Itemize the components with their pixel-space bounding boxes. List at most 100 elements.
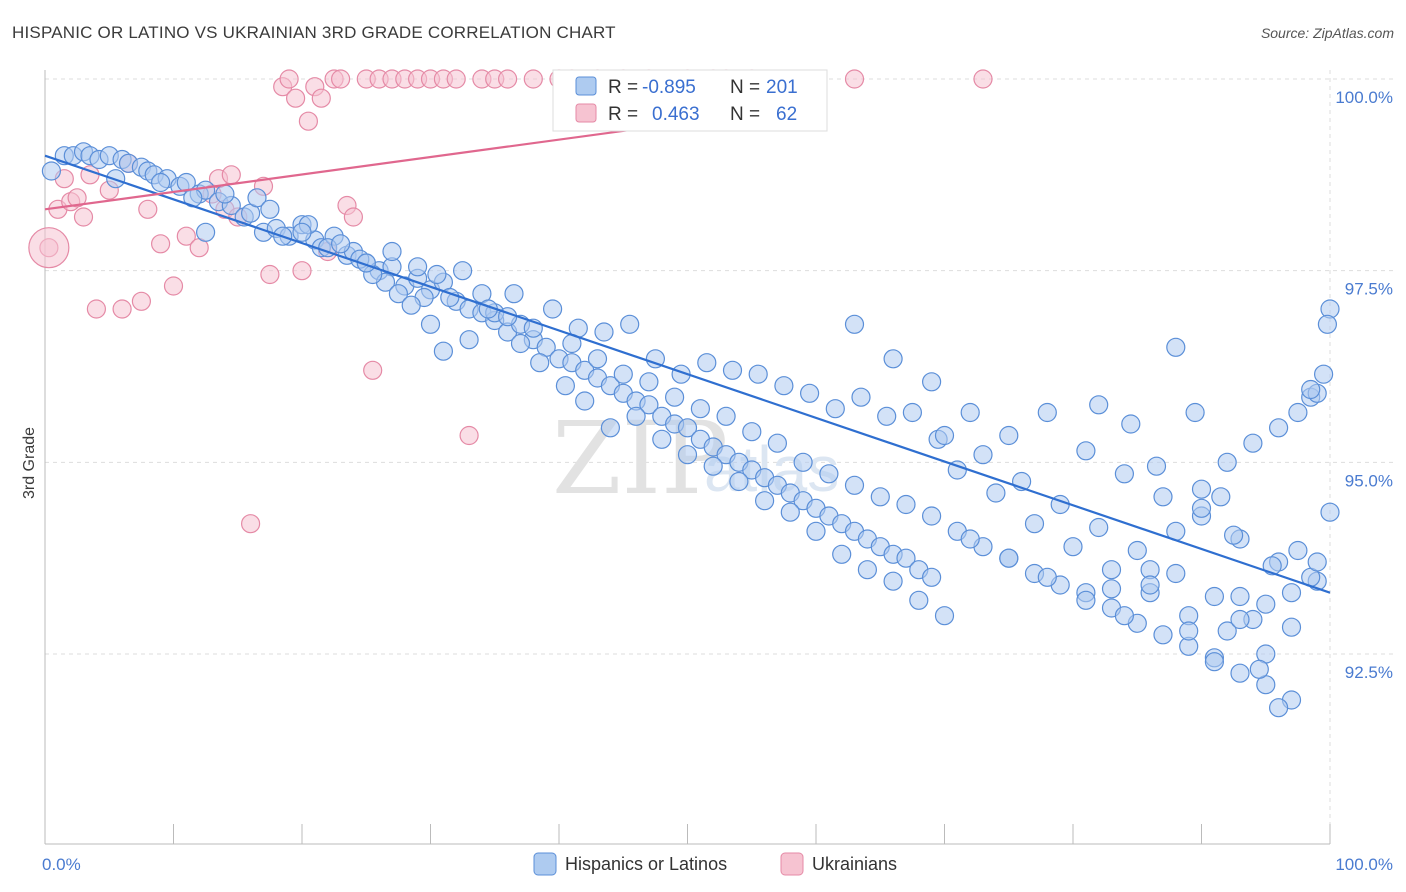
hispanics-point: [1185, 402, 1205, 423]
hispanics-point: [1146, 456, 1167, 476]
ukrainians-point: [163, 276, 184, 296]
hispanics-trend-line: [44, 154, 1331, 594]
hispanics-point: [973, 445, 993, 465]
y-tick-label: 100.0%: [1335, 88, 1393, 107]
ukrainians-point: [298, 111, 318, 131]
hispanics-point: [799, 383, 820, 403]
hispanics-point: [1063, 537, 1083, 557]
hispanics-point: [1024, 514, 1045, 534]
y-tick-labels: 100.0% 97.5% 95.0% 92.5%: [1335, 88, 1393, 682]
ukrainians-point: [973, 69, 993, 89]
hispanics-point: [1076, 590, 1096, 610]
hispanics-point: [877, 406, 897, 426]
hispanics-points: [41, 142, 1340, 718]
ukrainians-point-large: [28, 227, 70, 269]
legend-box: [552, 69, 828, 132]
x-tick-label-min: 0.0%: [42, 855, 81, 874]
hispanics-point: [1217, 621, 1237, 641]
hispanics-point: [331, 234, 351, 254]
hispanics-point: [902, 402, 923, 423]
legend-n-value-1: 201: [766, 77, 798, 98]
hispanics-point: [716, 406, 736, 426]
hispanics-point: [1140, 575, 1160, 595]
hispanics-point: [420, 314, 441, 334]
hispanics-point: [767, 433, 788, 453]
ukrainians-point: [176, 226, 196, 246]
hispanics-point: [639, 372, 659, 392]
hispanics-point: [382, 241, 402, 262]
hispanics-point: [510, 333, 531, 354]
hispanics-point: [388, 284, 408, 304]
chart-title: HISPANIC OR LATINO VS UKRAINIAN 3RD GRAD…: [12, 23, 616, 42]
trend-lines: [44, 112, 1331, 594]
legend-r-value-1: -0.895: [642, 77, 696, 98]
hispanics-point: [722, 360, 743, 380]
hispanics-point: [870, 487, 890, 507]
hispanics-point: [1076, 441, 1096, 461]
hispanics-point: [196, 222, 216, 242]
hispanics-point: [1037, 567, 1057, 587]
hispanics-point: [1249, 659, 1269, 679]
y-tick-label: 97.5%: [1345, 280, 1393, 299]
hispanics-point: [748, 364, 768, 384]
hispanics-point: [729, 471, 749, 492]
ukrainians-point: [331, 69, 351, 89]
hispanics-point: [677, 445, 698, 465]
ukrainians-point: [286, 88, 306, 108]
hispanics-point: [896, 548, 916, 568]
legend-r-label-1: R =: [608, 77, 638, 98]
hispanics-point: [1037, 402, 1057, 423]
hispanics-point: [1301, 379, 1321, 400]
series-legend-label-hispanics: Hispanics or Latinos: [565, 854, 727, 874]
hispanics-point: [934, 606, 955, 626]
ukrainians-point: [459, 425, 479, 446]
hispanics-point: [1243, 433, 1263, 453]
ukrainians-point: [260, 264, 280, 285]
hispanics-point: [934, 425, 955, 446]
hispanics-point: [1101, 579, 1122, 599]
ukrainians-point: [86, 299, 107, 319]
series-legend-swatch-hispanics: [533, 852, 557, 876]
hispanics-point: [292, 222, 312, 242]
ukrainians-point: [73, 207, 94, 227]
legend-r-value-2: 0.463: [652, 104, 700, 125]
hispanics-point: [1204, 652, 1225, 672]
hispanics-point: [1230, 663, 1250, 683]
hispanics-point: [844, 314, 865, 334]
hispanics-point: [542, 299, 563, 319]
y-tick-label: 92.5%: [1345, 663, 1393, 682]
hispanics-point: [851, 387, 871, 407]
hispanics-point: [921, 506, 942, 526]
hispanics-point: [1191, 498, 1212, 518]
hispanics-point: [999, 548, 1019, 568]
series-legend-swatch-ukrainians: [780, 852, 804, 876]
hispanics-point: [819, 464, 839, 484]
ukrainians-point: [446, 69, 466, 89]
hispanics-point: [697, 353, 717, 373]
ukrainians-point: [363, 360, 383, 380]
hispanics-point: [1281, 617, 1302, 637]
hispanics-point: [1191, 479, 1212, 499]
hispanics-point: [453, 261, 473, 281]
hispanics-point: [825, 399, 845, 419]
hispanics-point: [921, 567, 942, 587]
hispanics-point: [1217, 452, 1237, 472]
ukrainians-point: [311, 88, 331, 108]
hispanics-point: [215, 184, 235, 204]
hispanics-point: [857, 560, 878, 580]
legend-swatch-blue: [575, 76, 597, 96]
hispanics-point: [427, 264, 447, 285]
hispanics-point: [1230, 609, 1250, 630]
chart-source: Source: ZipAtlas.com: [1261, 25, 1394, 41]
hispanics-point: [587, 349, 608, 369]
hispanics-point: [1179, 621, 1199, 641]
hispanics-point: [1166, 563, 1186, 584]
ukrainians-point: [498, 69, 518, 89]
hispanics-point: [260, 199, 280, 219]
hispanics-point: [780, 502, 800, 522]
hispanics-point: [999, 425, 1019, 446]
hispanics-point: [896, 494, 916, 515]
hispanics-point: [1320, 502, 1340, 522]
hispanics-point: [1317, 314, 1338, 334]
y-tick-label: 95.0%: [1345, 471, 1393, 490]
